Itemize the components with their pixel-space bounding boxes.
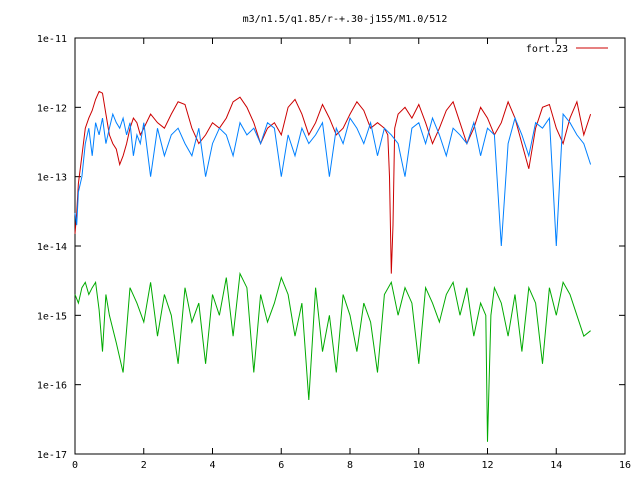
series-line-2 bbox=[74, 112, 592, 247]
series-line-3 bbox=[74, 271, 591, 442]
x-tick-label: 10 bbox=[413, 460, 425, 471]
x-tick-label: 4 bbox=[209, 460, 215, 471]
y-tick-label: 1e-13 bbox=[37, 173, 67, 184]
x-tick-label: 12 bbox=[481, 460, 493, 471]
y-tick-label: 1e-17 bbox=[37, 450, 67, 461]
y-tick-label: 1e-14 bbox=[37, 242, 67, 253]
series-line-1 bbox=[74, 90, 592, 274]
x-tick-label: 6 bbox=[278, 460, 284, 471]
x-tick-label: 16 bbox=[619, 460, 631, 471]
y-tick-label: 1e-12 bbox=[37, 103, 67, 114]
plot-frame bbox=[74, 37, 626, 455]
x-tick-label: 2 bbox=[141, 460, 147, 471]
axis-ticks bbox=[74, 37, 626, 455]
legend: fort.23 bbox=[526, 44, 608, 55]
x-tick-label: 14 bbox=[550, 460, 562, 471]
y-tick-label: 1e-16 bbox=[37, 381, 67, 392]
axis-tick-labels: 0 2 4 6 8 10 12 14 16 1e-17 1e-16 1e-15 1e-14 1e-13 1e… bbox=[37, 34, 631, 471]
chart-title: m3/n1.5/q1.85/r-+.30-j155/M1.0/512 bbox=[243, 14, 448, 25]
y-tick-label: 1e-15 bbox=[37, 311, 67, 322]
x-tick-label: 8 bbox=[347, 460, 353, 471]
legend-label: fort.23 bbox=[526, 44, 568, 55]
series-layer bbox=[74, 90, 592, 442]
x-tick-label: 0 bbox=[72, 460, 78, 471]
y-tick-label: 1e-11 bbox=[37, 34, 67, 45]
